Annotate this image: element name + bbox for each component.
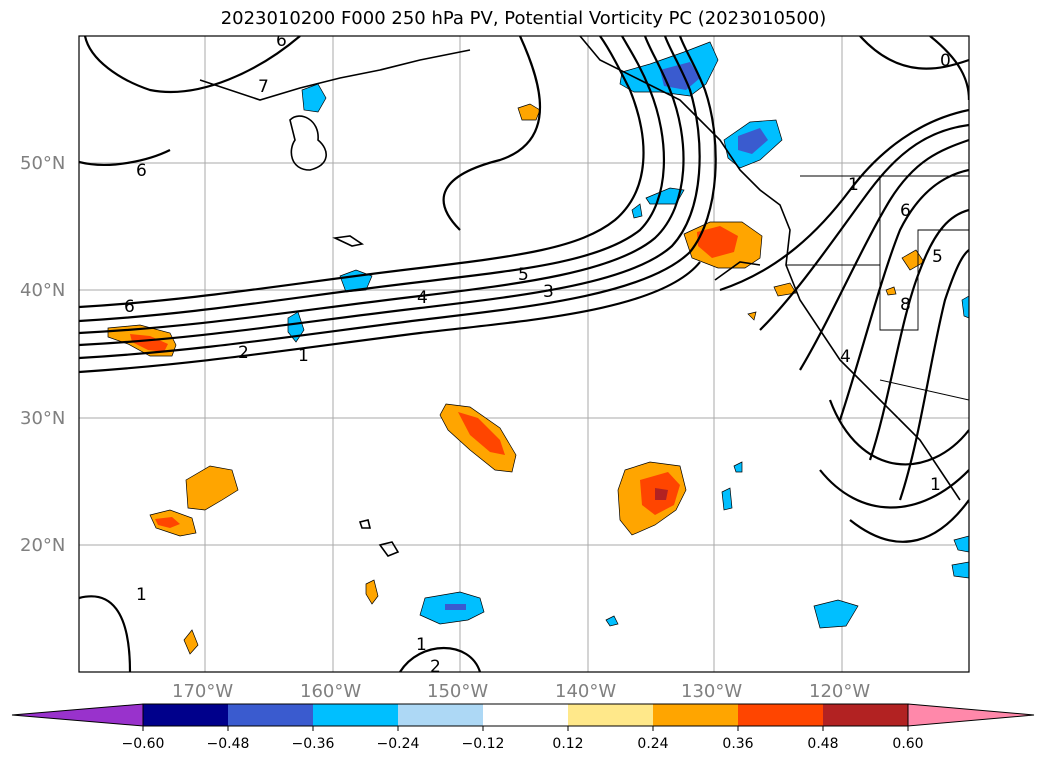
contour-label: 7	[258, 77, 269, 97]
contour-label: 6	[276, 31, 287, 51]
plot-area	[79, 36, 969, 672]
contour-label: 1	[298, 346, 309, 366]
contour-label: 6	[136, 161, 147, 181]
lon-label: 120°W	[809, 681, 870, 702]
lon-label: 150°W	[427, 681, 488, 702]
colorbar-segment	[568, 704, 653, 726]
colorbar-segment	[483, 704, 568, 726]
contour-label: 5	[932, 247, 943, 267]
colorbar-segment	[143, 704, 228, 726]
map-title: 2023010200 F000 250 hPa PV, Potential Vo…	[220, 8, 827, 29]
lon-label: 160°W	[300, 681, 361, 702]
contour-label: 1	[136, 585, 147, 605]
colorbar-tick-label: −0.36	[292, 736, 335, 752]
contour-label: 1	[416, 635, 427, 655]
colorbar-extend-high	[907, 703, 1035, 727]
latitude-labels: 50°N 40°N 30°N 20°N	[20, 153, 65, 556]
contour-label: 1	[848, 175, 859, 195]
contour-label: 6	[900, 201, 911, 221]
political-borders	[786, 175, 969, 401]
contour-label: 2	[238, 343, 249, 363]
colorbar-segment	[738, 704, 823, 726]
colorbar-segment	[313, 704, 398, 726]
contour-label: 8	[900, 295, 911, 315]
contour-label: 3	[543, 282, 554, 302]
lat-label: 30°N	[20, 408, 65, 429]
contour-label: 4	[417, 288, 428, 308]
colorbar-tick-label: 0.60	[892, 736, 923, 752]
colorbar-tick-label: −0.48	[207, 736, 250, 752]
colorbar-tick-label: 0.36	[722, 736, 753, 752]
contour-labels: 7 6 6 5 4 3 2 1 1 1 2 8 5 0 6 1 4 6 1	[124, 31, 951, 677]
contour-label: 2	[430, 657, 441, 677]
colorbar-tick-label: −0.12	[462, 736, 505, 752]
colorbar-segment	[653, 704, 738, 726]
colorbar: −0.60 −0.48 −0.36 −0.24 −0.12 0.12 0.24 0.36 0.4…	[11, 703, 1035, 752]
coastlines	[199, 36, 961, 557]
lat-label: 40°N	[20, 280, 65, 301]
colorbar-segment	[823, 704, 908, 726]
contour-label: 5	[518, 265, 529, 285]
longitude-labels: 170°W 160°W 150°W 140°W 130°W 120°W	[172, 681, 870, 702]
contour-label: 4	[840, 347, 851, 367]
colorbar-tick-label: 0.12	[552, 736, 583, 752]
colorbar-extend-low	[11, 703, 144, 727]
colorbar-tick-label: 0.48	[807, 736, 838, 752]
contour-label: 1	[930, 475, 941, 495]
colorbar-segment	[228, 704, 313, 726]
lat-label: 20°N	[20, 535, 65, 556]
colorbar-segment	[398, 704, 483, 726]
pv-contours	[79, 36, 969, 672]
colorbar-tick-label: −0.60	[122, 736, 165, 752]
colorbar-tick-label: 0.24	[637, 736, 668, 752]
lon-label: 170°W	[172, 681, 233, 702]
lon-label: 130°W	[681, 681, 742, 702]
contour-label: 6	[124, 297, 135, 317]
colorbar-tick-label: −0.24	[377, 736, 420, 752]
contour-label: 0	[940, 51, 951, 71]
gridlines	[79, 36, 969, 672]
lon-label: 140°W	[555, 681, 616, 702]
colorbar-frame	[142, 703, 909, 727]
plot-frame	[78, 35, 970, 673]
lat-label: 50°N	[20, 153, 65, 174]
